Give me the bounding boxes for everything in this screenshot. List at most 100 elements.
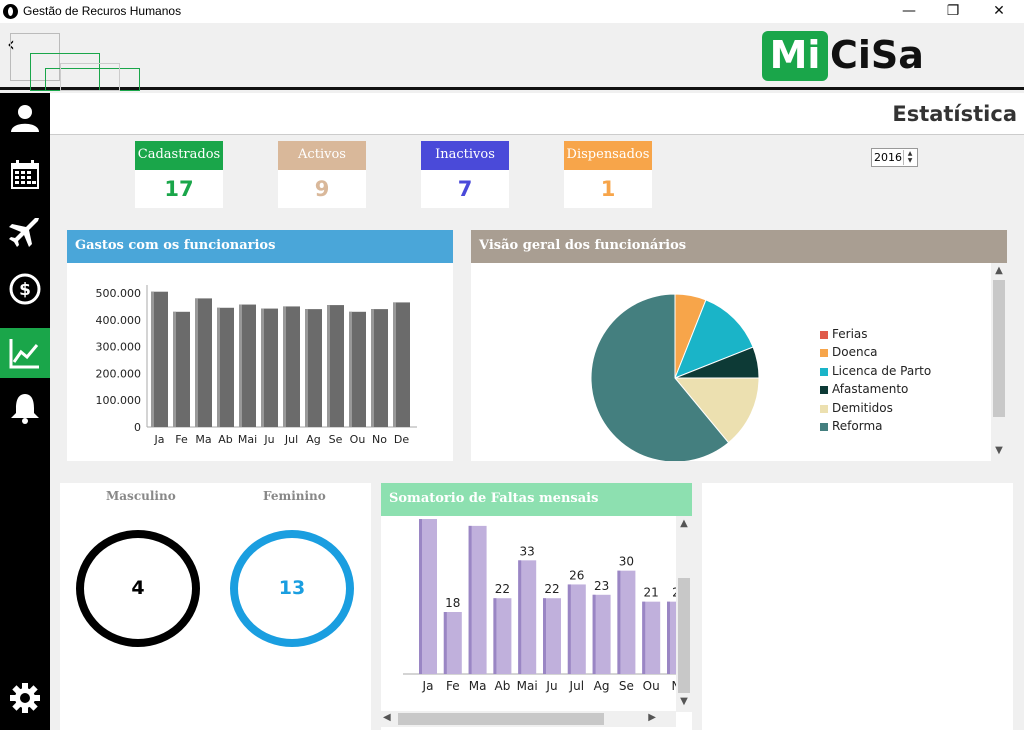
nav-settings[interactable]: [0, 673, 50, 723]
year-value[interactable]: 2016: [874, 151, 902, 164]
bar-highlight: [151, 291, 154, 427]
stat-label: Activos: [278, 141, 366, 170]
scroll-down-icon[interactable]: ▼: [680, 696, 688, 707]
gender-panel: Masculino Feminino 4 13: [60, 483, 371, 730]
visao-panel-title: Visão geral dos funcionários: [471, 230, 1007, 263]
legend-label: Ferias: [832, 327, 868, 341]
nav-vacations[interactable]: [0, 207, 50, 257]
female-label: Feminino: [263, 489, 326, 503]
bar: [327, 305, 344, 427]
data-label: 18: [445, 596, 460, 610]
maximize-button[interactable]: ❐: [946, 3, 960, 19]
close-button[interactable]: ✕: [993, 3, 1005, 19]
pie-slice: [673, 377, 760, 444]
bar: [592, 594, 611, 674]
bar-highlight: [305, 309, 308, 427]
legend-swatch: [820, 349, 828, 358]
bar: [371, 309, 388, 427]
x-tick-label: Ja: [422, 679, 434, 693]
title-bar: Gestão de Recuros Humanos — ❐ ✕: [0, 0, 1024, 23]
scroll-left-icon[interactable]: ◀: [383, 712, 391, 723]
bar: [667, 601, 676, 674]
legend-swatch: [820, 386, 828, 395]
stat-value: 7: [457, 177, 473, 201]
data-label: 23: [594, 579, 609, 593]
bar-highlight: [543, 598, 546, 674]
bar: [567, 584, 586, 674]
bar: [617, 570, 636, 674]
legend-swatch: [820, 404, 828, 413]
faltas-hscrollbar[interactable]: ◀ ▶: [381, 711, 676, 727]
x-tick-label: Se: [329, 433, 343, 446]
faltas-panel-title: Somatorio de Faltas mensais: [381, 483, 692, 516]
bar-highlight: [419, 519, 422, 674]
x-tick-label: Ag: [306, 433, 321, 446]
pie-slice: [590, 293, 730, 461]
nav-employees[interactable]: [0, 93, 50, 143]
app-header: ‹ Mi CiSa: [0, 23, 1024, 91]
bar: [151, 291, 168, 427]
bar: [518, 560, 537, 674]
nav-statistics[interactable]: [0, 328, 50, 378]
male-label: Masculino: [106, 489, 176, 503]
bar: [468, 525, 487, 674]
scroll-thumb[interactable]: [678, 578, 690, 693]
data-label: 33: [520, 544, 535, 558]
nav-finance[interactable]: $: [0, 264, 50, 314]
bar-highlight: [283, 306, 286, 427]
scroll-up-icon[interactable]: ▲: [680, 518, 688, 529]
legend-label: Reforma: [832, 419, 883, 433]
spinner-arrows-icon[interactable]: ▲ ▼: [903, 150, 916, 165]
faltas-bar-chart: Ja 18 Fe Ma 22 Ab 33 Mai 22 Ju 26 Jul 23 Ag 30 Se 21 Ou 2 N: [403, 519, 676, 693]
back-arrow-icon[interactable]: ‹: [7, 32, 15, 56]
visao-vscrollbar[interactable]: ▲ ▼: [991, 263, 1007, 461]
sidebar: $: [0, 93, 50, 730]
logo-cisa: CiSa: [830, 33, 924, 77]
legend-swatch: [820, 423, 828, 431]
x-tick-label: Ma: [195, 433, 211, 446]
bar: [305, 309, 322, 427]
x-tick-label: Jul: [284, 433, 298, 446]
x-tick-label: De: [394, 433, 409, 446]
bar-highlight: [393, 302, 396, 427]
scroll-down-icon[interactable]: ▼: [995, 445, 1003, 456]
nav-notifications[interactable]: [0, 383, 50, 433]
legend-label: Licenca de Parto: [832, 363, 932, 378]
bar: [419, 519, 437, 674]
bar-highlight: [468, 525, 472, 674]
year-spinner[interactable]: 2016 ▲ ▼: [871, 148, 918, 167]
minimize-button[interactable]: —: [902, 3, 916, 19]
bar-highlight: [261, 308, 264, 427]
bar-highlight: [642, 601, 646, 674]
stat-card-inactivos: Inactivos 7: [421, 141, 509, 208]
x-tick-label: Ab: [218, 433, 233, 446]
x-tick-label: Ma: [469, 679, 487, 693]
bar-highlight: [349, 311, 352, 427]
data-label: 2: [672, 586, 676, 600]
legend-label: Doenca: [832, 345, 878, 360]
airplane-icon: [9, 218, 39, 247]
stat-card-dispensados: Dispensados 1: [564, 141, 652, 208]
stat-label: Inactivos: [421, 141, 509, 170]
gastos-panel-title: Gastos com os funcionarios: [67, 230, 453, 263]
faltas-vscrollbar[interactable]: ▲ ▼: [676, 516, 692, 712]
x-tick-label: Ou: [350, 433, 366, 446]
bar: [349, 311, 366, 427]
user-icon: [11, 105, 39, 132]
bar-highlight: [327, 305, 330, 427]
y-tick-label: 300.000: [96, 341, 142, 354]
scroll-thumb[interactable]: [993, 280, 1005, 417]
y-tick-label: 200.000: [96, 367, 142, 380]
bar-highlight: [667, 601, 670, 674]
pie-slice: [674, 299, 754, 379]
bar: [195, 298, 212, 427]
visao-pie-chart: [590, 293, 760, 461]
scroll-right-icon[interactable]: ▶: [648, 712, 656, 723]
female-count-circle: 13: [230, 530, 354, 647]
x-tick-label: Ju: [263, 433, 274, 446]
scroll-thumb[interactable]: [398, 713, 604, 725]
x-tick-label: Jul: [569, 679, 584, 693]
nav-calendar[interactable]: [0, 150, 50, 200]
scroll-up-icon[interactable]: ▲: [995, 265, 1003, 276]
money-icon: $: [9, 273, 41, 305]
